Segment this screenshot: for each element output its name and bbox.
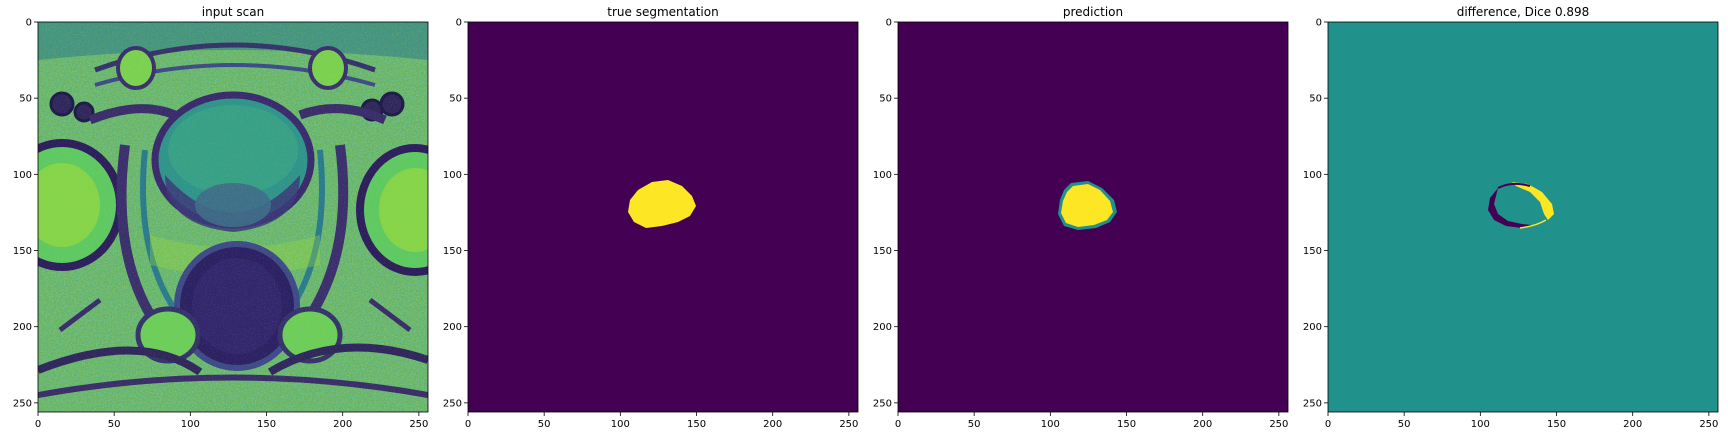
difference-edge (1497, 182, 1531, 189)
prediction-mask (1061, 184, 1113, 227)
y-tick-label: 200 (873, 322, 892, 333)
axes-frame (467, 21, 859, 413)
panel-prediction: prediction 0 50 100 150 200 25005010015020025… (873, 5, 1289, 430)
x-tick-label: 50 (968, 419, 981, 430)
x-tick-label: 0 (35, 419, 41, 430)
panel-true-segmentation: true segmentation 0 50 100 150 200 2500501001… (443, 5, 859, 430)
y-tick-label: 50 (1309, 94, 1322, 105)
x-tick-label: 150 (1547, 419, 1566, 430)
y-tick-label: 250 (13, 398, 32, 409)
x-tick-label: 150 (687, 419, 706, 430)
y-tick-label: 250 (1303, 398, 1322, 409)
y-tick-label: 50 (449, 94, 462, 105)
x-tick-label: 0 (1325, 419, 1331, 430)
x-tick-label: 250 (1269, 419, 1288, 430)
panel-title: input scan (202, 5, 265, 19)
x-tick-label: 100 (181, 419, 200, 430)
x-tick-label: 150 (257, 419, 276, 430)
y-tick-label: 200 (13, 322, 32, 333)
y-tick-label: 100 (873, 170, 892, 181)
x-tick-label: 0 (465, 419, 471, 430)
x-tick-label: 0 (895, 419, 901, 430)
y-tick-label: 150 (443, 246, 462, 257)
y-tick-label: 0 (886, 18, 892, 29)
difference-edge-lower (1519, 219, 1547, 229)
difference-background (1328, 22, 1718, 412)
y-tick-label: 50 (19, 94, 32, 105)
panel-title: difference, Dice 0.898 (1457, 5, 1590, 19)
y-tick-label: 100 (1303, 170, 1322, 181)
y-tick-label: 0 (456, 18, 462, 29)
y-tick-label: 0 (1316, 18, 1322, 29)
mri-image (38, 22, 428, 412)
y-tick-label: 0 (26, 18, 32, 29)
x-tick-label: 150 (1117, 419, 1136, 430)
y-tick-label: 200 (443, 322, 462, 333)
segmentation-mask (628, 180, 696, 228)
x-tick-label: 200 (1193, 419, 1212, 430)
axes-frame (897, 21, 1289, 413)
x-tick-label: 200 (333, 419, 352, 430)
difference-negative-region (1488, 188, 1532, 228)
x-tick-label: 100 (1041, 419, 1060, 430)
y-tick-label: 100 (13, 170, 32, 181)
y-tick-label: 50 (879, 94, 892, 105)
x-tick-label: 100 (1471, 419, 1490, 430)
x-tick-label: 50 (538, 419, 551, 430)
y-tick-label: 150 (13, 246, 32, 257)
x-tick-label: 250 (1699, 419, 1718, 430)
x-tick-label: 100 (611, 419, 630, 430)
y-tick-label: 150 (1303, 246, 1322, 257)
x-tick-label: 200 (1623, 419, 1642, 430)
panel-difference: difference, Dice 0.898 0 50 100 150 200 25005… (1303, 5, 1719, 430)
y-tick-label: 200 (1303, 322, 1322, 333)
x-tick-label: 50 (108, 419, 121, 430)
axes-frame (1327, 21, 1719, 413)
y-tick-label: 250 (873, 398, 892, 409)
y-tick-label: 150 (873, 246, 892, 257)
x-tick-label: 250 (409, 419, 428, 430)
y-tick-label: 250 (443, 398, 462, 409)
difference-positive-region (1512, 182, 1554, 220)
x-tick-label: 200 (763, 419, 782, 430)
y-tick-label: 100 (443, 170, 462, 181)
x-tick-label: 50 (1398, 419, 1411, 430)
panel-title: true segmentation (607, 5, 718, 19)
axes-frame (37, 21, 429, 413)
panel-input-scan: input scan (13, 5, 429, 431)
panel-title: prediction (1063, 5, 1123, 19)
x-tick-label: 250 (839, 419, 858, 430)
